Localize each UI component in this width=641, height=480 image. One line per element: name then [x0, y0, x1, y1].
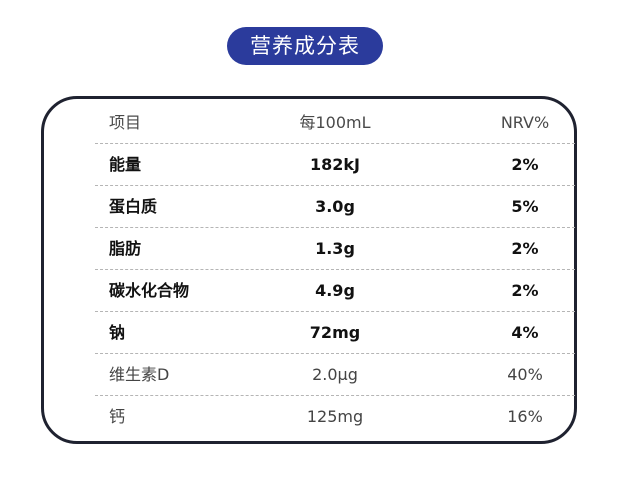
row-name: 维生素D: [109, 365, 170, 384]
row-amount: 3.0g: [315, 197, 355, 216]
row-nrv: 4%: [511, 323, 539, 342]
row-amount: 182kJ: [310, 155, 360, 174]
table-row-energy: 能量 182kJ 2%: [95, 144, 575, 186]
header-item: 项目: [109, 113, 142, 132]
header-per-100ml: 每100mL: [299, 113, 371, 132]
row-name: 钠: [109, 323, 126, 342]
row-name: 脂肪: [109, 239, 142, 258]
row-nrv: 40%: [507, 365, 543, 384]
row-amount: 72mg: [309, 323, 361, 342]
table-title: 营养成分表: [227, 27, 383, 65]
row-name: 能量: [109, 155, 142, 174]
row-nrv: 5%: [511, 197, 539, 216]
row-amount: 4.9g: [315, 281, 355, 300]
row-nrv: 2%: [511, 155, 539, 174]
row-amount: 1.3g: [315, 239, 355, 258]
table-row-fat: 脂肪 1.3g 2%: [95, 228, 575, 270]
table-row-calcium: 钙 125mg 16%: [95, 396, 575, 437]
table-row-protein: 蛋白质 3.0g 5%: [95, 186, 575, 228]
row-name: 钙: [109, 407, 126, 426]
header-nrv: NRV%: [500, 113, 550, 132]
row-amount: 2.0µg: [312, 365, 358, 384]
table-header-row: 项目 每100mL NRV%: [95, 102, 575, 144]
row-name: 蛋白质: [109, 197, 158, 216]
row-amount: 125mg: [306, 407, 364, 426]
nutrition-table: 项目 每100mL NRV% 能量 182kJ 2% 蛋白质 3.0g 5% 脂…: [41, 96, 577, 444]
row-nrv: 16%: [507, 407, 543, 426]
table-row-carbohydrate: 碳水化合物 4.9g 2%: [95, 270, 575, 312]
row-nrv: 2%: [511, 239, 539, 258]
table-row-sodium: 钠 72mg 4%: [95, 312, 575, 354]
row-name: 碳水化合物: [109, 281, 190, 300]
table-body: 项目 每100mL NRV% 能量 182kJ 2% 蛋白质 3.0g 5% 脂…: [95, 102, 575, 437]
row-nrv: 2%: [511, 281, 539, 300]
table-row-vitamin-d: 维生素D 2.0µg 40%: [95, 354, 575, 396]
